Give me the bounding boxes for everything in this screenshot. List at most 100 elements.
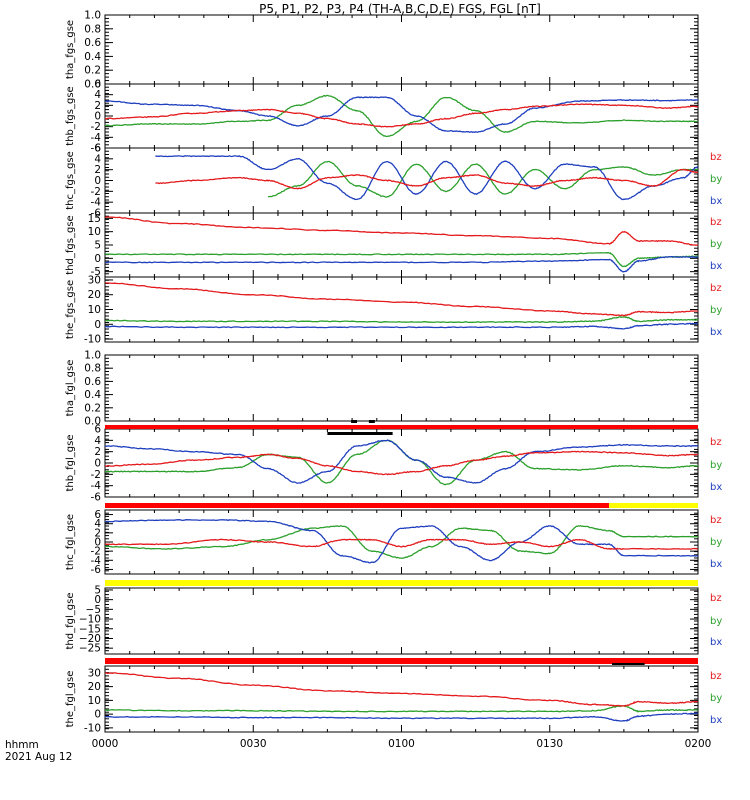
y-tick-label: 0.2 xyxy=(84,65,101,77)
y-tick-label: 0.0 xyxy=(84,79,101,91)
y-tick-label: 2 xyxy=(94,527,101,539)
legend-bx: bx xyxy=(710,715,722,726)
status-bar-red xyxy=(105,425,698,429)
series-bz-line xyxy=(155,168,698,190)
y-tick-label: 5 xyxy=(94,584,101,596)
panel-frame xyxy=(104,14,699,85)
panel-frame xyxy=(104,83,699,149)
status-bar-yellow xyxy=(609,503,698,508)
legend-bz: bz xyxy=(710,671,722,682)
y-tick-label: 0 xyxy=(94,111,101,123)
panel-frame xyxy=(104,212,699,278)
legend-by: by xyxy=(710,239,722,250)
legend-by: by xyxy=(710,174,722,185)
y-tick-label: -2 xyxy=(91,546,101,558)
y-tick-label: -2 xyxy=(91,186,101,198)
legend-bx: bx xyxy=(710,196,722,207)
y-tick-label: 0 xyxy=(94,594,101,606)
y-tick-label: -2 xyxy=(91,121,101,133)
time-tick-label: 0130 xyxy=(536,738,563,750)
panel-tha_fgl_gse: 1.00.80.60.40.2 0.0 tha_fgl_gse xyxy=(65,350,699,428)
legend-bx: bx xyxy=(710,559,722,570)
series-bz-line xyxy=(105,672,698,707)
legend-bx: bx xyxy=(710,327,722,338)
y-tick-label: −10 xyxy=(79,614,101,626)
y-tick-label: -4 xyxy=(91,480,102,492)
y-tick-label: -4 xyxy=(91,132,102,144)
panel-ylabel: thb_fgl_gse xyxy=(65,435,76,492)
y-tick-label: 0 xyxy=(94,175,101,187)
y-tick-label: 0.4 xyxy=(84,389,101,401)
y-tick-label: 0.4 xyxy=(84,51,101,63)
panel-frame xyxy=(104,587,699,655)
legend-by: by xyxy=(710,460,722,471)
time-tick-label: 0100 xyxy=(388,738,415,750)
series-bx-line xyxy=(105,712,698,722)
legend-by: by xyxy=(710,305,722,316)
y-tick-label: 1.0 xyxy=(84,350,101,362)
y-tick-label: 6 xyxy=(94,79,101,91)
status-bar-black xyxy=(612,663,645,665)
panel-ylabel: thd_fgs_gse xyxy=(65,215,76,274)
series-bx-line xyxy=(105,255,698,273)
y-tick-label: 2 xyxy=(94,446,101,458)
series-bz-line xyxy=(105,538,698,551)
y-tick-label: 20 xyxy=(88,681,101,693)
y-tick-label: -6 xyxy=(91,208,102,220)
legend-bx: bx xyxy=(710,261,722,272)
series-by-line xyxy=(105,252,698,268)
y-tick-label: 4 xyxy=(94,518,101,530)
time-axis: hhmm 2021 Aug 12 0000 0030 0100 0130 0200 xyxy=(5,738,711,763)
legend-bz: bz xyxy=(710,217,722,228)
y-tick-label: 30 xyxy=(88,667,101,679)
series-by-line xyxy=(105,439,698,486)
time-tick-label: 0000 xyxy=(92,738,119,750)
time-tick-label: 0200 xyxy=(685,738,712,750)
panel-frame xyxy=(104,428,699,498)
status-bars xyxy=(105,420,698,665)
y-tick-label: 0.6 xyxy=(84,37,101,49)
y-tick-label: 4 xyxy=(94,89,101,101)
y-tick-label: -10 xyxy=(84,722,101,734)
legend-by: by xyxy=(710,537,722,548)
series-by-line xyxy=(105,94,698,138)
y-tick-label: -10 xyxy=(84,334,101,346)
y-tick-label: 4 xyxy=(94,435,101,447)
legend-bz: bz xyxy=(710,437,722,448)
y-tick-label: -6 xyxy=(91,492,102,504)
y-tick-label: 1.0 xyxy=(84,10,101,22)
status-bar-red xyxy=(105,658,698,664)
panel-frame xyxy=(104,276,699,343)
panel-frame xyxy=(104,665,699,733)
y-tick-label: 0 xyxy=(94,253,101,265)
status-bar-yellow xyxy=(105,580,698,586)
y-tick-label: -5 xyxy=(91,266,101,278)
series-bz-line xyxy=(105,103,698,128)
series-by-line xyxy=(105,316,698,324)
plot-title: P5, P1, P2, P3, P4 (TH-A,B,C,D,E) FGS, F… xyxy=(259,2,541,16)
series-by-line xyxy=(267,160,698,198)
legend-bz: bz xyxy=(710,152,722,163)
y-tick-label: 10 xyxy=(88,226,101,238)
panel-ylabel: thb_fgs_gse xyxy=(65,86,76,145)
y-tick-label: −20 xyxy=(79,633,101,645)
series-bx-line xyxy=(105,322,698,330)
y-tick-label: 2 xyxy=(94,164,101,176)
y-tick-label: −25 xyxy=(79,643,101,655)
y-tick-label: 0.0 xyxy=(84,416,101,428)
panels: 1.00.80.60.40.20.0tha_fgs_gse6420-2-4-6t… xyxy=(65,10,722,735)
panel-ylabel: thc_fgl_gse xyxy=(65,514,76,570)
status-mark xyxy=(368,420,375,423)
legend-bx: bx xyxy=(710,482,722,493)
status-bar-black xyxy=(327,432,393,435)
y-tick-label: -4 xyxy=(91,555,102,567)
series-by-line xyxy=(105,704,698,713)
y-tick-label: 0.8 xyxy=(84,363,101,375)
y-tick-label: -4 xyxy=(91,197,102,209)
y-tick-label: −15 xyxy=(79,623,101,635)
series-bx-line xyxy=(105,439,698,484)
